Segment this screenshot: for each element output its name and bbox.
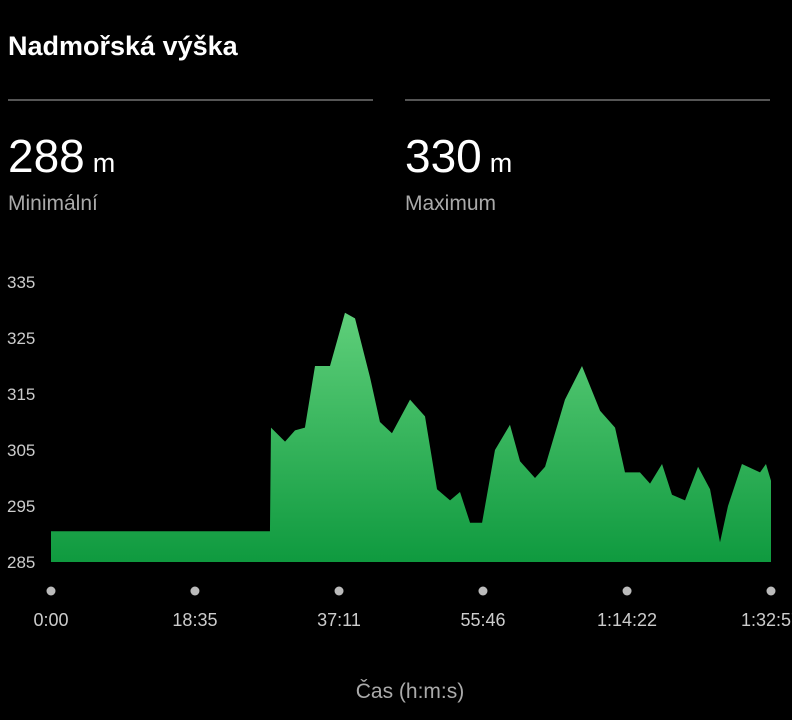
x-tick-dot xyxy=(190,586,200,596)
y-tick-label: 335 xyxy=(7,273,35,292)
y-tick-label: 285 xyxy=(7,553,35,572)
stat-value: 288 m xyxy=(8,130,115,182)
stat-label: Minimální xyxy=(8,192,98,215)
y-tick-label: 325 xyxy=(7,329,35,348)
stat-value: 330 m xyxy=(405,130,512,182)
y-tick-label: 295 xyxy=(7,497,35,516)
x-axis-label: Čas (h:m:s) xyxy=(356,680,465,703)
chart: 285 295 305 315 325 335 0:00 18:35 37:11 55:46 1:1… xyxy=(7,273,792,703)
stat-unit: m xyxy=(490,148,513,178)
x-tick-label: 0:00 xyxy=(33,610,68,630)
x-tick-label: 37:11 xyxy=(317,610,361,630)
x-tick-label: 1:32:57 xyxy=(741,610,792,630)
stat-number: 288 xyxy=(8,130,85,182)
stat-number: 330 xyxy=(405,130,482,182)
x-tick-dot xyxy=(46,586,56,596)
y-tick-label: 305 xyxy=(7,441,35,460)
x-tick-dot xyxy=(622,586,632,596)
x-tick-dot xyxy=(766,586,776,596)
y-tick-label: 315 xyxy=(7,385,35,404)
x-tick-label: 18:35 xyxy=(172,610,217,630)
stat-label: Maximum xyxy=(405,192,496,215)
title: Nadmořská výška xyxy=(8,31,239,61)
stat-unit: m xyxy=(93,148,116,178)
x-tick-label: 55:46 xyxy=(460,610,505,630)
elevation-area xyxy=(51,312,771,562)
x-tick-dot xyxy=(478,586,488,596)
x-tick-label: 1:14:22 xyxy=(597,610,657,630)
x-tick-dot xyxy=(334,586,344,596)
